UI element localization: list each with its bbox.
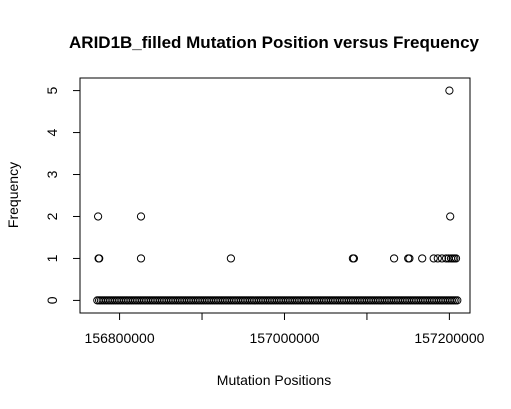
data-point	[445, 86, 454, 95]
plot-frame	[79, 77, 471, 314]
data-point	[405, 254, 414, 263]
y-axis: 0 1 2 3 4 5	[44, 86, 81, 304]
data-point	[95, 254, 104, 263]
y-tick-label: 3	[44, 170, 60, 178]
data-point	[390, 254, 399, 263]
y-tick-label: 0	[44, 296, 60, 304]
chart-title: ARID1B_filled Mutation Position versus F…	[69, 33, 480, 52]
data-point	[451, 254, 461, 263]
data-point	[349, 254, 358, 263]
data-point	[446, 212, 455, 221]
data-point	[429, 254, 438, 263]
y-tick-label: 4	[44, 128, 60, 136]
y-tick-label: 2	[44, 212, 60, 220]
data-point	[437, 254, 447, 263]
data-point	[433, 254, 442, 263]
x-axis: 156800000 157000000 157200000	[85, 312, 485, 346]
data-point	[136, 254, 146, 263]
data-point	[94, 212, 103, 221]
x-axis-label: Mutation Positions	[217, 372, 331, 388]
data-points	[93, 86, 462, 305]
data-point	[418, 254, 427, 263]
data-point	[442, 254, 451, 263]
y-tick-label: 5	[44, 86, 60, 94]
data-point	[226, 254, 235, 263]
x-tick-label: 157000000	[249, 330, 319, 346]
data-point	[453, 296, 462, 305]
data-point	[136, 212, 146, 221]
y-tick-label: 1	[44, 254, 60, 262]
x-tick-label: 157200000	[414, 330, 484, 346]
x-tick-label: 156800000	[85, 330, 155, 346]
y-axis-label: Frequency	[5, 162, 21, 228]
